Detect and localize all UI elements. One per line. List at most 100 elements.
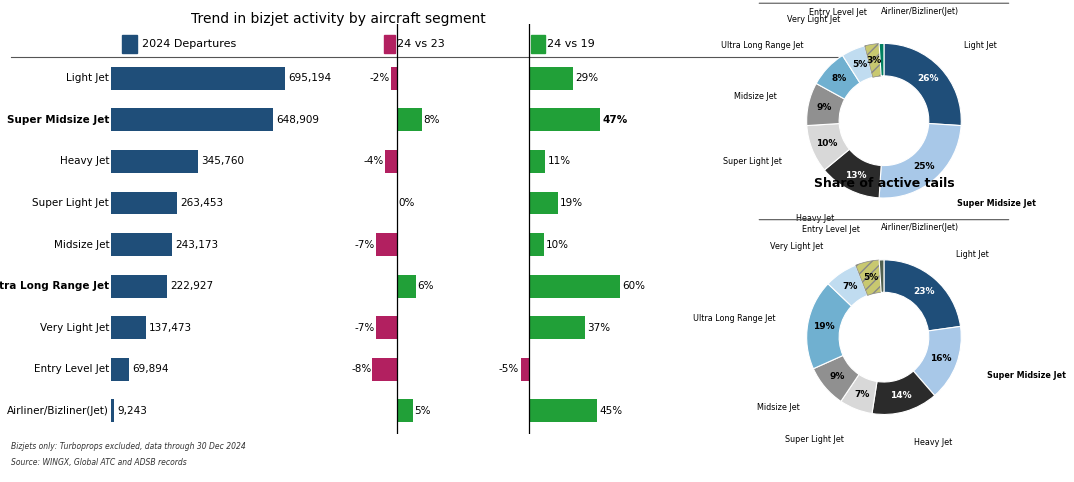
- Text: 695,194: 695,194: [288, 73, 331, 83]
- Text: 23%: 23%: [913, 287, 934, 295]
- Wedge shape: [813, 355, 859, 402]
- Text: Airliner/Bizliner(Jet): Airliner/Bizliner(Jet): [881, 7, 959, 15]
- Text: 25%: 25%: [914, 162, 935, 171]
- Bar: [384, 35, 395, 53]
- Text: Midsize Jet: Midsize Jet: [757, 403, 800, 413]
- Bar: [528, 233, 543, 256]
- Bar: [397, 275, 416, 297]
- Text: 7%: 7%: [854, 389, 869, 399]
- Bar: [376, 233, 397, 256]
- Text: 5%: 5%: [852, 60, 868, 69]
- Wedge shape: [825, 149, 881, 198]
- Wedge shape: [816, 55, 860, 99]
- Text: 29%: 29%: [576, 73, 598, 83]
- Bar: [121, 35, 137, 53]
- Bar: [531, 35, 545, 53]
- Text: Super Light Jet: Super Light Jet: [723, 157, 782, 166]
- Text: 24 vs 19: 24 vs 19: [547, 39, 595, 49]
- Text: 14%: 14%: [890, 391, 912, 401]
- Bar: [112, 191, 177, 214]
- Text: -5%: -5%: [498, 364, 519, 375]
- Text: 10%: 10%: [816, 139, 838, 147]
- Text: 16%: 16%: [930, 354, 952, 363]
- Text: Entry Level Jet: Entry Level Jet: [34, 364, 110, 375]
- Text: Entry Level Jet: Entry Level Jet: [809, 8, 867, 17]
- Text: Light Jet: Light Jet: [964, 41, 997, 50]
- Text: Entry Level Jet: Entry Level Jet: [802, 226, 860, 235]
- Text: 5%: 5%: [413, 406, 431, 416]
- Wedge shape: [807, 284, 852, 369]
- Text: 243,173: 243,173: [175, 240, 219, 250]
- Bar: [521, 358, 528, 381]
- Text: 45%: 45%: [599, 406, 623, 416]
- Text: 8%: 8%: [423, 115, 439, 125]
- Wedge shape: [880, 123, 961, 198]
- Text: 19%: 19%: [560, 198, 583, 208]
- Bar: [528, 150, 546, 173]
- Text: 9%: 9%: [829, 372, 845, 381]
- Bar: [397, 400, 412, 422]
- Text: 60%: 60%: [623, 281, 645, 291]
- Bar: [112, 150, 198, 173]
- Text: -2%: -2%: [369, 73, 390, 83]
- Bar: [528, 108, 600, 131]
- Text: 648,909: 648,909: [277, 115, 320, 125]
- Text: 2024 Departures: 2024 Departures: [142, 39, 236, 49]
- Bar: [112, 108, 273, 131]
- Bar: [112, 358, 129, 381]
- Text: Super Light Jet: Super Light Jet: [32, 198, 110, 208]
- Text: Super Midsize Jet: Super Midsize Jet: [987, 371, 1065, 380]
- Text: Airliner/Bizliner(Jet): Airliner/Bizliner(Jet): [881, 223, 959, 232]
- Wedge shape: [841, 375, 877, 414]
- Bar: [373, 358, 397, 381]
- Text: Heavy Jet: Heavy Jet: [796, 214, 834, 223]
- Text: 137,473: 137,473: [149, 323, 192, 333]
- Text: Airliner/Bizliner(Jet): Airliner/Bizliner(Jet): [8, 406, 110, 416]
- Text: Bizjets only: Turboprops excluded, data through 30 Dec 2024: Bizjets only: Turboprops excluded, data …: [11, 442, 246, 451]
- Text: 24 vs 23: 24 vs 23: [396, 39, 445, 49]
- Wedge shape: [872, 371, 934, 415]
- Bar: [112, 275, 166, 297]
- Wedge shape: [807, 83, 844, 126]
- Text: 26%: 26%: [917, 74, 940, 83]
- Text: 13%: 13%: [845, 171, 867, 180]
- Text: Ultra Long Range Jet: Ultra Long Range Jet: [694, 314, 775, 323]
- Text: Light Jet: Light Jet: [67, 73, 110, 83]
- Text: 7%: 7%: [842, 282, 858, 291]
- Bar: [528, 191, 557, 214]
- Text: 5%: 5%: [863, 273, 879, 282]
- Text: -7%: -7%: [354, 240, 375, 250]
- Text: Super Midsize Jet: Super Midsize Jet: [6, 115, 110, 125]
- Text: Trend in bizjet activity by aircraft segment: Trend in bizjet activity by aircraft seg…: [191, 12, 485, 26]
- Text: 19%: 19%: [813, 322, 834, 331]
- Text: 37%: 37%: [587, 323, 610, 333]
- Bar: [384, 150, 397, 173]
- Text: 69,894: 69,894: [132, 364, 169, 375]
- Wedge shape: [828, 265, 868, 306]
- Bar: [528, 67, 572, 90]
- Text: Midsize Jet: Midsize Jet: [54, 240, 110, 250]
- Text: -7%: -7%: [354, 323, 375, 333]
- Text: Ultra Long Range Jet: Ultra Long Range Jet: [0, 281, 110, 291]
- Bar: [528, 400, 597, 422]
- Bar: [376, 316, 397, 339]
- Wedge shape: [880, 43, 884, 76]
- Text: 0%: 0%: [398, 198, 415, 208]
- Text: 9%: 9%: [816, 103, 832, 112]
- Wedge shape: [880, 260, 884, 293]
- Wedge shape: [807, 123, 850, 170]
- Bar: [112, 316, 146, 339]
- Text: Midsize Jet: Midsize Jet: [735, 92, 777, 101]
- Text: Ultra Long Range Jet: Ultra Long Range Jet: [722, 41, 804, 50]
- Wedge shape: [856, 260, 881, 295]
- Text: 8%: 8%: [832, 74, 847, 83]
- Text: Heavy Jet: Heavy Jet: [60, 156, 110, 166]
- Bar: [112, 400, 114, 422]
- Text: 222,927: 222,927: [171, 281, 214, 291]
- Wedge shape: [842, 46, 873, 83]
- Text: Heavy Jet: Heavy Jet: [914, 438, 953, 447]
- Text: Light Jet: Light Jet: [956, 250, 989, 259]
- Text: 11%: 11%: [548, 156, 571, 166]
- Text: Very Light Jet: Very Light Jet: [40, 323, 110, 333]
- Text: Very Light Jet: Very Light Jet: [770, 241, 823, 251]
